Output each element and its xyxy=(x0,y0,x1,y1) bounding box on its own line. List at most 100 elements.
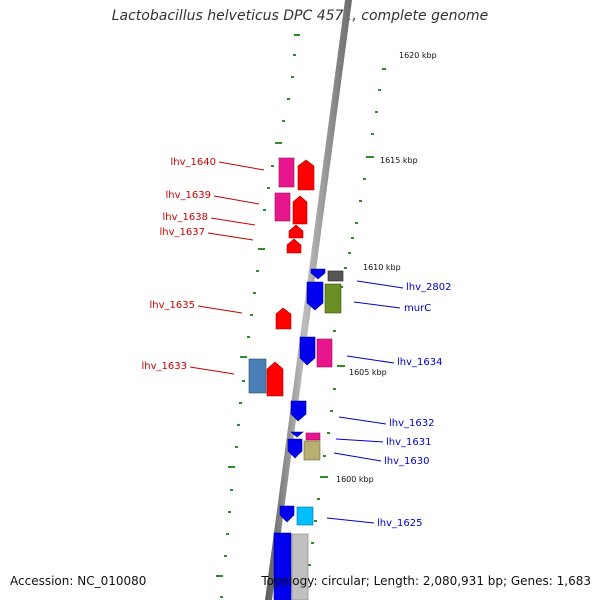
scale-dot xyxy=(216,575,223,577)
tick-label-1610: 1610 kbp xyxy=(363,263,401,272)
gene-label-lhv_1635[interactable]: lhv_1635 xyxy=(150,300,195,311)
gene-label-lhv_1630[interactable]: lhv_1630 xyxy=(384,456,429,467)
gene-label-lhv_1625[interactable]: lhv_1625 xyxy=(377,518,422,529)
gene-label-lhv_1634[interactable]: lhv_1634 xyxy=(397,357,442,368)
leader-line xyxy=(218,161,265,171)
gene-arrow[interactable] xyxy=(310,268,326,280)
tick-label-1615: 1615 kbp xyxy=(380,156,418,165)
gene-lhv_1633[interactable] xyxy=(248,358,267,394)
scale-dot xyxy=(311,542,314,544)
gene-arrow[interactable] xyxy=(287,438,303,459)
leader-line xyxy=(207,232,254,241)
scale-dot xyxy=(240,356,247,358)
gene-label-lhv_2802[interactable]: lhv_2802 xyxy=(406,282,451,293)
scale-dot xyxy=(320,476,328,478)
gene-arrow[interactable] xyxy=(290,431,304,438)
scale-dot xyxy=(263,209,266,211)
left-gene-track xyxy=(248,157,315,397)
scale-dot xyxy=(282,120,285,122)
tick-label-1600: 1600 kbp xyxy=(336,475,374,484)
right-leader-lines xyxy=(326,280,404,524)
scale-dot xyxy=(337,365,345,367)
gene-label-lhv_1639[interactable]: lhv_1639 xyxy=(166,190,211,201)
gene-lhv_1630[interactable] xyxy=(303,440,321,461)
scale-dot xyxy=(371,133,374,135)
scale-dot xyxy=(267,187,270,189)
scale-dot xyxy=(258,248,265,250)
leader-line xyxy=(213,195,260,205)
scale-dot xyxy=(382,68,386,70)
gene-label-lhv_1640[interactable]: lhv_1640 xyxy=(171,157,216,168)
gene-label-lhv_1631[interactable]: lhv_1631 xyxy=(386,437,431,448)
scale-dot xyxy=(256,270,259,272)
scale-dot xyxy=(330,410,333,412)
leader-line xyxy=(210,217,256,226)
scale-track-outer xyxy=(305,68,386,588)
gene-label-murC[interactable]: murC xyxy=(404,303,431,314)
gene-arrow[interactable] xyxy=(279,505,295,523)
gene-arrow[interactable] xyxy=(299,336,316,366)
gene-arrow[interactable] xyxy=(297,159,315,191)
leader-line xyxy=(197,305,243,314)
gene-murC[interactable] xyxy=(324,283,342,314)
scale-dot xyxy=(355,222,358,224)
scale-dot xyxy=(375,111,378,113)
scale-dot xyxy=(220,596,223,598)
scale-dot xyxy=(378,89,381,91)
scale-dot xyxy=(253,292,256,294)
scale-dot xyxy=(327,432,330,434)
scale-dot xyxy=(351,237,354,239)
scale-dot xyxy=(308,564,311,566)
gene-lhv_1634[interactable] xyxy=(316,338,333,368)
gene-lhv_2802[interactable] xyxy=(327,270,344,282)
gene-lhv_1638[interactable] xyxy=(288,224,304,239)
scale-dot xyxy=(359,200,362,202)
scale-dot xyxy=(224,555,227,557)
scale-dot xyxy=(226,533,229,535)
map-title: Lactobacillus helveticus DPC 4571, compl… xyxy=(111,8,489,24)
gene-lhv_1632[interactable] xyxy=(290,400,307,422)
gene-lhv_1635[interactable] xyxy=(275,307,292,330)
scale-dot xyxy=(333,388,336,390)
leader-line xyxy=(353,301,401,309)
gene-lhv_1639[interactable] xyxy=(274,192,291,222)
scale-dot xyxy=(348,252,351,254)
scale-dot xyxy=(340,286,343,288)
gene-arrow[interactable] xyxy=(273,532,292,600)
genome-summary-text: Topology: circular; Length: 2,080,931 bp… xyxy=(261,574,591,588)
gene-arrow[interactable] xyxy=(291,533,309,600)
leader-line xyxy=(335,438,384,443)
scale-dot xyxy=(237,424,240,426)
gene-label-lhv_1637[interactable]: lhv_1637 xyxy=(160,227,205,238)
leader-line xyxy=(346,355,395,364)
gene-arrow[interactable] xyxy=(306,281,324,311)
scale-dot xyxy=(293,54,296,56)
scale-dot xyxy=(228,511,231,513)
gene-arrow[interactable] xyxy=(266,361,284,397)
leader-line xyxy=(338,416,387,425)
gene-lhv_1631[interactable] xyxy=(305,432,321,441)
accession-text: Accession: NC_010080 xyxy=(10,574,147,588)
scale-dot xyxy=(275,142,282,144)
scale-dot xyxy=(242,380,245,382)
scale-dot xyxy=(314,520,317,522)
gene-label-lhv_1638[interactable]: lhv_1638 xyxy=(163,212,208,223)
gene-lhv_1637[interactable] xyxy=(286,238,302,254)
gene-lhv_1640[interactable] xyxy=(278,157,295,188)
tick-label-1605: 1605 kbp xyxy=(349,368,387,377)
scale-dot xyxy=(294,34,300,36)
gene-lhv_1625[interactable] xyxy=(296,506,314,526)
left-leader-lines xyxy=(189,161,265,375)
scale-dot xyxy=(287,98,290,100)
scale-dot xyxy=(363,178,366,180)
right-gene-track xyxy=(273,268,344,600)
gene-label-lhv_1632[interactable]: lhv_1632 xyxy=(389,418,434,429)
leader-line xyxy=(189,366,235,375)
scale-track-inner xyxy=(216,34,300,598)
scale-dot xyxy=(344,267,347,269)
leader-line xyxy=(333,452,382,462)
gene-arrow[interactable] xyxy=(292,195,308,225)
gene-label-lhv_1633[interactable]: lhv_1633 xyxy=(142,361,187,372)
scale-dot xyxy=(366,156,374,158)
